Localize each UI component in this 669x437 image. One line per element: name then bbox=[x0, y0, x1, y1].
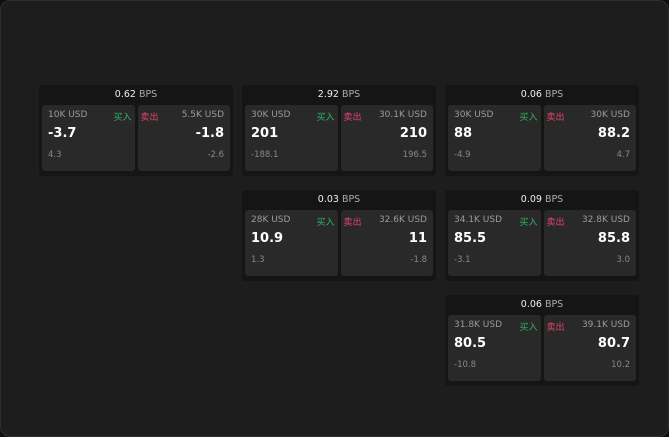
buy-label: 买入 bbox=[519, 218, 538, 228]
spread-value: 0.09 bbox=[520, 194, 542, 205]
sell-panel[interactable]: 30.1K USD 卖出 210 196.5 bbox=[340, 105, 433, 171]
buy-panel[interactable]: 34.1K USD 买入 85.5 -3.1 bbox=[448, 210, 541, 276]
ask-quantity: 39.1K USD bbox=[581, 320, 630, 330]
buy-panel[interactable]: 31.8K USD 买入 80.5 -10.8 bbox=[448, 315, 541, 381]
spread-header: 0.62 BPS bbox=[39, 85, 233, 105]
ask-change: 4.7 bbox=[616, 150, 630, 160]
spread-value: 2.92 bbox=[317, 89, 339, 100]
buy-panel[interactable]: 30K USD 买入 88 -4.9 bbox=[448, 105, 541, 171]
spread-unit: BPS bbox=[544, 89, 564, 100]
spread-value: 0.06 bbox=[520, 299, 542, 310]
bid-price: 201 bbox=[251, 126, 279, 141]
ask-quantity: 30K USD bbox=[590, 110, 630, 120]
ask-price: -1.8 bbox=[195, 126, 224, 141]
bid-price: 80.5 bbox=[454, 336, 487, 351]
ask-price: 88.2 bbox=[597, 126, 630, 141]
ask-change: -1.8 bbox=[410, 255, 427, 265]
buy-label: 买入 bbox=[113, 113, 132, 123]
ask-quantity: 32.8K USD bbox=[581, 215, 630, 225]
buy-label: 买入 bbox=[316, 218, 335, 228]
price-widget: 2.92 BPS 30K USD 买入 201 -188.1 30.1K USD 卖出 21… bbox=[242, 85, 436, 176]
buy-label: 买入 bbox=[519, 113, 538, 123]
bid-price: -3.7 bbox=[48, 126, 77, 141]
bid-price: 10.9 bbox=[251, 231, 284, 246]
bid-price: 88 bbox=[454, 126, 473, 141]
buy-label: 买入 bbox=[519, 323, 538, 333]
ask-price: 11 bbox=[408, 231, 427, 246]
sell-label: 卖出 bbox=[140, 113, 159, 123]
spread-value: 0.06 bbox=[520, 89, 542, 100]
sell-panel[interactable]: 30K USD 卖出 88.2 4.7 bbox=[543, 105, 636, 171]
sell-panel[interactable]: 5.5K USD 卖出 -1.8 -2.6 bbox=[137, 105, 230, 171]
sell-panel[interactable]: 32.6K USD 卖出 11 -1.8 bbox=[340, 210, 433, 276]
bid-price: 85.5 bbox=[454, 231, 487, 246]
ask-quantity: 30.1K USD bbox=[378, 110, 427, 120]
ask-quantity: 32.6K USD bbox=[378, 215, 427, 225]
ask-change: 196.5 bbox=[402, 150, 427, 160]
price-widget: 0.62 BPS 10K USD 买入 -3.7 4.3 5.5K USD 卖出 -1.8 -… bbox=[39, 85, 233, 176]
ask-quantity: 5.5K USD bbox=[181, 110, 224, 120]
sell-panel[interactable]: 32.8K USD 卖出 85.8 3.0 bbox=[543, 210, 636, 276]
spread-header: 0.06 BPS bbox=[445, 295, 639, 315]
price-widget: 0.06 BPS 31.8K USD 买入 80.5 -10.8 39.1K USD 卖出… bbox=[445, 295, 639, 386]
ask-change: -2.6 bbox=[207, 150, 224, 160]
sell-label: 卖出 bbox=[343, 218, 362, 228]
bid-change: -188.1 bbox=[251, 150, 279, 160]
spread-header: 0.06 BPS bbox=[445, 85, 639, 105]
buy-panel[interactable]: 30K USD 买入 201 -188.1 bbox=[245, 105, 338, 171]
price-widget: 0.09 BPS 34.1K USD 买入 85.5 -3.1 32.8K USD 卖出 8… bbox=[445, 190, 639, 281]
bid-quantity: 28K USD bbox=[251, 215, 291, 225]
ask-change: 3.0 bbox=[616, 255, 630, 265]
ask-price: 80.7 bbox=[597, 336, 630, 351]
bid-change: 4.3 bbox=[48, 150, 62, 160]
bid-quantity: 31.8K USD bbox=[454, 320, 503, 330]
buy-panel[interactable]: 10K USD 买入 -3.7 4.3 bbox=[42, 105, 135, 171]
ask-change: 10.2 bbox=[611, 360, 630, 370]
spread-unit: BPS bbox=[341, 89, 361, 100]
sell-label: 卖出 bbox=[546, 218, 565, 228]
sell-label: 卖出 bbox=[343, 113, 362, 123]
spread-value: 0.62 bbox=[114, 89, 136, 100]
spread-header: 0.09 BPS bbox=[445, 190, 639, 210]
price-widget: 0.06 BPS 30K USD 买入 88 -4.9 30K USD 卖出 88.2 4.7 bbox=[445, 85, 639, 176]
bid-change: -10.8 bbox=[454, 360, 476, 370]
sell-label: 卖出 bbox=[546, 323, 565, 333]
sell-panel[interactable]: 39.1K USD 卖出 80.7 10.2 bbox=[543, 315, 636, 381]
buy-label: 买入 bbox=[316, 113, 335, 123]
bid-quantity: 30K USD bbox=[454, 110, 494, 120]
spread-header: 0.03 BPS bbox=[242, 190, 436, 210]
spread-unit: BPS bbox=[138, 89, 158, 100]
bid-change: -3.1 bbox=[454, 255, 471, 265]
bid-change: -4.9 bbox=[454, 150, 471, 160]
bid-quantity: 10K USD bbox=[48, 110, 88, 120]
spread-unit: BPS bbox=[341, 194, 361, 205]
spread-header: 2.92 BPS bbox=[242, 85, 436, 105]
ask-price: 85.8 bbox=[597, 231, 630, 246]
bid-quantity: 30K USD bbox=[251, 110, 291, 120]
sell-label: 卖出 bbox=[546, 113, 565, 123]
price-widget: 0.03 BPS 28K USD 买入 10.9 1.3 32.6K USD 卖出 11 -1… bbox=[242, 190, 436, 281]
spread-unit: BPS bbox=[544, 299, 564, 310]
ask-price: 210 bbox=[399, 126, 427, 141]
bid-change: 1.3 bbox=[251, 255, 265, 265]
bid-quantity: 34.1K USD bbox=[454, 215, 503, 225]
buy-panel[interactable]: 28K USD 买入 10.9 1.3 bbox=[245, 210, 338, 276]
spread-value: 0.03 bbox=[317, 194, 339, 205]
spread-unit: BPS bbox=[544, 194, 564, 205]
